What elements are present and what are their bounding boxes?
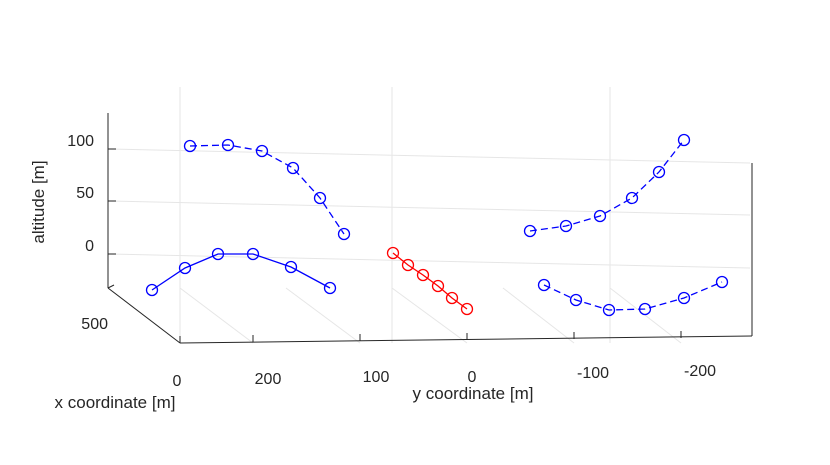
axes <box>107 113 753 344</box>
series-0-point-1 <box>221 138 235 152</box>
series-2-point-5 <box>460 302 474 316</box>
y-tick-100: 100 <box>363 369 390 386</box>
z-tick-50: 50 <box>76 185 94 202</box>
series-0-point-0 <box>183 139 197 153</box>
x-tick-500: 500 <box>81 316 108 333</box>
series-1 <box>145 247 337 297</box>
series-1-point-2 <box>211 247 225 261</box>
series-2 <box>386 246 474 316</box>
series-0-line <box>189 144 345 235</box>
z-tick-0: 0 <box>85 238 94 255</box>
series-0-point-5 <box>337 227 351 241</box>
series-1-point-1 <box>178 261 192 275</box>
series-0-point-3 <box>286 161 300 175</box>
z-tick-100: 100 <box>67 133 94 150</box>
series-2-point-2 <box>416 268 430 282</box>
y-tick-200: 200 <box>255 371 282 388</box>
y-axis-label: y coordinate [m] <box>413 384 534 403</box>
series-3 <box>523 133 691 238</box>
series-4-point-5 <box>715 275 729 289</box>
series-2-point-3 <box>431 279 445 293</box>
series-4-point-3 <box>638 302 652 316</box>
series-3-point-2 <box>593 209 607 223</box>
series-4 <box>537 275 729 317</box>
series-1-point-3 <box>246 247 260 261</box>
series-3-point-1 <box>559 219 573 233</box>
series-3-point-4 <box>652 165 666 179</box>
series-4-point-1 <box>569 293 583 307</box>
z-axis-label: altitude [m] <box>29 160 48 243</box>
series-2-point-0 <box>386 246 400 260</box>
series-4-point-2 <box>602 303 616 317</box>
series-1-point-4 <box>284 260 298 274</box>
series-3-point-0 <box>523 224 537 238</box>
series-0-point-2 <box>255 144 269 158</box>
x-tick-0: 0 <box>173 373 182 390</box>
y-tick-minus-100: -100 <box>577 365 609 382</box>
series-1-point-0 <box>145 283 159 297</box>
series-4-point-0 <box>537 278 551 292</box>
y-tick-0: 0 <box>468 369 477 386</box>
series-1-line <box>151 253 331 291</box>
y-tick-minus-200: -200 <box>684 363 716 380</box>
x-axis-label: x coordinate [m] <box>55 393 176 412</box>
series-3-point-3 <box>625 191 639 205</box>
series-2-line <box>392 252 468 310</box>
series-0-point-4 <box>313 191 327 205</box>
series-2-point-4 <box>445 291 459 305</box>
series-4-point-4 <box>677 291 691 305</box>
series-2-point-1 <box>401 258 415 272</box>
series-3-point-5 <box>677 133 691 147</box>
series-3-line <box>529 139 685 232</box>
series-0 <box>183 138 351 241</box>
series-layer <box>145 133 729 317</box>
series-1-point-5 <box>323 281 337 295</box>
grid <box>107 87 751 344</box>
